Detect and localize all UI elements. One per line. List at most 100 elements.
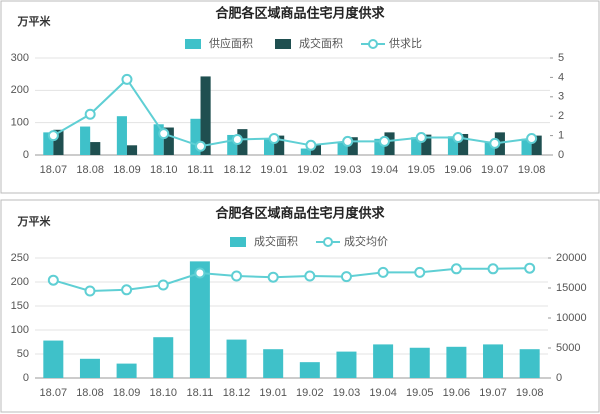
bar xyxy=(237,129,248,155)
line-point xyxy=(524,262,536,274)
y-tick-label: 250 xyxy=(11,252,29,264)
line-point xyxy=(157,279,169,291)
legend-label: 成交面积 xyxy=(254,234,298,248)
y-tick-label: 0 xyxy=(23,149,29,161)
x-tick-label: 18.11 xyxy=(187,387,214,399)
bar xyxy=(190,118,201,155)
line-point xyxy=(489,137,501,149)
x-tick-label: 19.02 xyxy=(296,387,324,399)
line-point xyxy=(378,135,390,147)
x-tick-label: 18.09 xyxy=(113,164,141,176)
panel-frame xyxy=(0,0,600,194)
line-point xyxy=(84,285,96,297)
y-tick-label: 50 xyxy=(17,348,29,360)
line-point xyxy=(158,128,170,140)
bar xyxy=(200,76,211,155)
legend-swatch xyxy=(323,237,333,247)
x-tick-label: 19.01 xyxy=(260,164,288,176)
legend-swatch xyxy=(185,39,201,49)
legend-label: 成交面积 xyxy=(299,36,343,50)
bar xyxy=(521,138,532,155)
y2-tick-label: 4 xyxy=(558,71,564,83)
line xyxy=(52,77,532,148)
bar xyxy=(90,142,101,155)
line-point xyxy=(377,266,389,278)
bar xyxy=(374,138,385,155)
x-tick-label: 19.08 xyxy=(518,164,546,176)
x-tick-label: 18.12 xyxy=(223,387,251,399)
bar xyxy=(458,133,469,155)
bar xyxy=(53,129,64,155)
bar xyxy=(384,132,395,155)
y-tick-label: 200 xyxy=(11,276,29,288)
x-tick-label: 19.03 xyxy=(334,164,362,176)
bar xyxy=(153,124,164,155)
y2-tick-label: 10000 xyxy=(556,312,587,324)
x-tick-label: 19.01 xyxy=(259,387,287,399)
bar xyxy=(373,344,394,378)
bar xyxy=(447,136,459,155)
x-tick-label: 19.03 xyxy=(333,387,361,399)
bar xyxy=(79,358,100,378)
legend-swatch xyxy=(368,39,378,49)
bar xyxy=(347,137,358,155)
line-point xyxy=(121,284,133,296)
bar xyxy=(163,127,174,155)
legend-swatch xyxy=(230,237,246,247)
chart-title: 合肥各区域商品住宅月度供求 xyxy=(215,205,385,220)
bar xyxy=(153,337,174,378)
bar xyxy=(310,144,322,155)
x-tick-label: 18.08 xyxy=(76,164,104,176)
x-tick-label: 18.07 xyxy=(40,164,68,176)
x-tick-label: 19.04 xyxy=(369,387,397,399)
line-point xyxy=(194,267,206,279)
x-tick-label: 19.06 xyxy=(443,387,471,399)
bar xyxy=(519,349,540,378)
bar xyxy=(227,134,238,155)
x-tick-label: 18.07 xyxy=(40,387,68,399)
line-point xyxy=(268,133,280,145)
y-axis-label: 万平米 xyxy=(17,214,52,228)
legend-label: 供求比 xyxy=(389,36,422,50)
y-tick-label: 300 xyxy=(11,52,29,64)
line-point xyxy=(487,263,499,275)
chart-title: 合肥各区域商品住宅月度供求 xyxy=(215,5,385,20)
line-point xyxy=(340,271,352,283)
bar xyxy=(531,135,542,155)
x-tick-label: 19.04 xyxy=(371,164,399,176)
line-point xyxy=(414,266,426,278)
line-point xyxy=(121,73,133,85)
y-tick-label: 100 xyxy=(11,324,29,336)
line xyxy=(53,267,530,293)
bar xyxy=(189,261,210,378)
x-tick-label: 19.06 xyxy=(444,164,472,176)
line-point xyxy=(47,130,59,142)
line-point xyxy=(267,271,279,283)
bar xyxy=(409,347,430,378)
line-point xyxy=(450,263,462,275)
bar xyxy=(336,351,357,378)
legend-label: 成交均价 xyxy=(344,234,388,248)
y2-tick-label: 3 xyxy=(558,91,564,103)
panel-frame xyxy=(0,199,600,413)
bar xyxy=(116,116,127,155)
line-point xyxy=(305,139,317,151)
bar xyxy=(116,363,137,378)
bar xyxy=(43,132,54,155)
bar xyxy=(421,134,432,155)
bar xyxy=(483,344,504,378)
bar xyxy=(43,340,64,378)
line-point xyxy=(415,132,427,144)
y-tick-label: 0 xyxy=(23,372,29,384)
line-point xyxy=(304,270,316,282)
line-point xyxy=(231,270,243,282)
x-tick-label: 19.07 xyxy=(479,387,507,399)
line-point xyxy=(47,274,59,286)
bar xyxy=(299,362,320,378)
x-tick-label: 18.10 xyxy=(150,164,178,176)
line-point xyxy=(342,135,354,147)
y-tick-label: 100 xyxy=(11,117,29,129)
y2-tick-label: 20000 xyxy=(556,252,587,264)
x-tick-label: 18.11 xyxy=(187,164,214,176)
